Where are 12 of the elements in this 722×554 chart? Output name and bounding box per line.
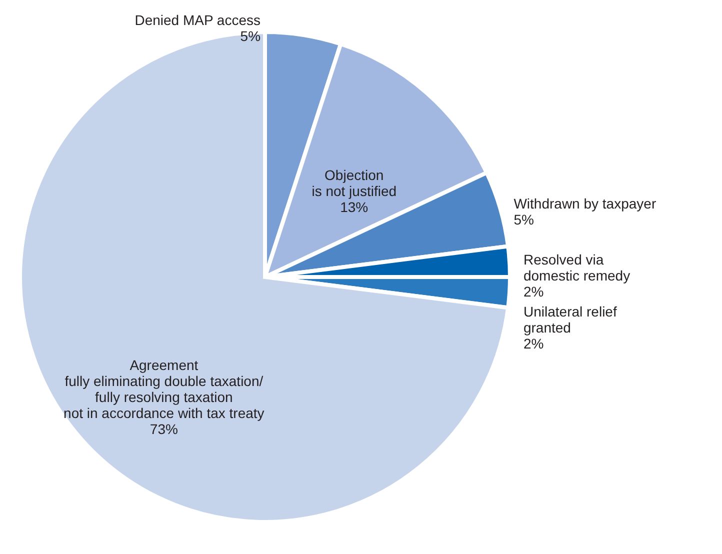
data-label: 2% (523, 336, 544, 352)
slice-label: Denied MAP access (134, 12, 261, 28)
slice-label: Agreement fully eliminating double taxation/ fully resolving taxation not in accordance with tax treaty (64, 357, 264, 422)
slice-label: Resolved via domestic remedy (523, 252, 630, 284)
data-label: 2% (523, 284, 544, 300)
data-label: 5% (240, 28, 261, 44)
data-label: 13% (340, 198, 368, 215)
data-label: 73% (150, 421, 178, 438)
slice-label: Withdrawn by taxpayer (514, 196, 656, 212)
slice-label: Objection is not justified (312, 166, 397, 199)
data-label: 5% (514, 212, 534, 228)
slice-label: Unilateral relief granted (523, 304, 617, 336)
